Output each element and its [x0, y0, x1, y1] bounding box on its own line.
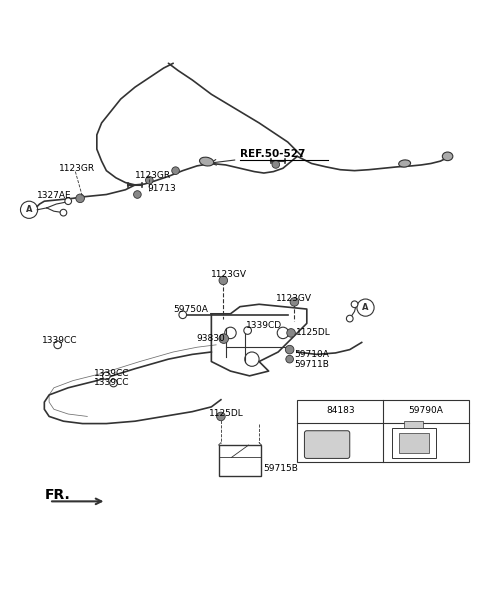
Circle shape — [103, 372, 110, 380]
Text: A: A — [362, 303, 369, 312]
Circle shape — [65, 198, 72, 204]
Text: 1339CC: 1339CC — [95, 369, 130, 378]
Circle shape — [133, 190, 141, 198]
Text: 1123GV: 1123GV — [211, 270, 247, 279]
Text: 1123GR: 1123GR — [59, 164, 95, 173]
Text: 1339CC: 1339CC — [42, 337, 77, 346]
Circle shape — [54, 341, 61, 349]
Text: A: A — [26, 205, 32, 214]
Circle shape — [244, 326, 252, 334]
Text: 84183: 84183 — [326, 406, 355, 415]
Text: 1125DL: 1125DL — [209, 410, 244, 419]
Text: 59750A: 59750A — [173, 305, 208, 314]
Text: FR.: FR. — [44, 488, 70, 501]
Text: 1123GV: 1123GV — [276, 294, 312, 303]
Text: 1339CC: 1339CC — [95, 379, 130, 388]
Text: REF.50-527: REF.50-527 — [240, 149, 305, 159]
Circle shape — [110, 379, 117, 387]
Bar — [392, 428, 436, 458]
Circle shape — [179, 311, 187, 319]
Bar — [297, 400, 469, 462]
Text: 1123GR: 1123GR — [135, 171, 171, 180]
Circle shape — [272, 161, 280, 168]
Circle shape — [216, 412, 225, 420]
Circle shape — [290, 298, 299, 306]
Circle shape — [219, 276, 228, 285]
Bar — [218, 445, 262, 476]
Text: 91713: 91713 — [147, 184, 176, 193]
Bar — [399, 433, 429, 453]
FancyBboxPatch shape — [304, 431, 350, 458]
Text: 59711B: 59711B — [294, 360, 329, 369]
Ellipse shape — [200, 157, 214, 166]
Text: 59710A: 59710A — [294, 350, 329, 359]
Circle shape — [172, 167, 180, 174]
Circle shape — [60, 209, 67, 216]
Circle shape — [286, 355, 293, 363]
Text: 1339CD: 1339CD — [246, 321, 282, 330]
Circle shape — [351, 301, 358, 308]
Circle shape — [219, 334, 228, 343]
Circle shape — [145, 176, 153, 184]
Text: 1125DL: 1125DL — [296, 328, 331, 337]
Circle shape — [76, 194, 84, 202]
Text: 59715B: 59715B — [263, 464, 298, 473]
Text: 1327AE: 1327AE — [37, 191, 72, 200]
Circle shape — [285, 345, 294, 354]
Bar — [404, 421, 423, 428]
Ellipse shape — [399, 160, 410, 167]
Circle shape — [287, 329, 295, 337]
Text: 93830: 93830 — [196, 334, 225, 343]
Circle shape — [347, 315, 353, 322]
Text: 59790A: 59790A — [408, 406, 444, 415]
Ellipse shape — [443, 152, 453, 161]
